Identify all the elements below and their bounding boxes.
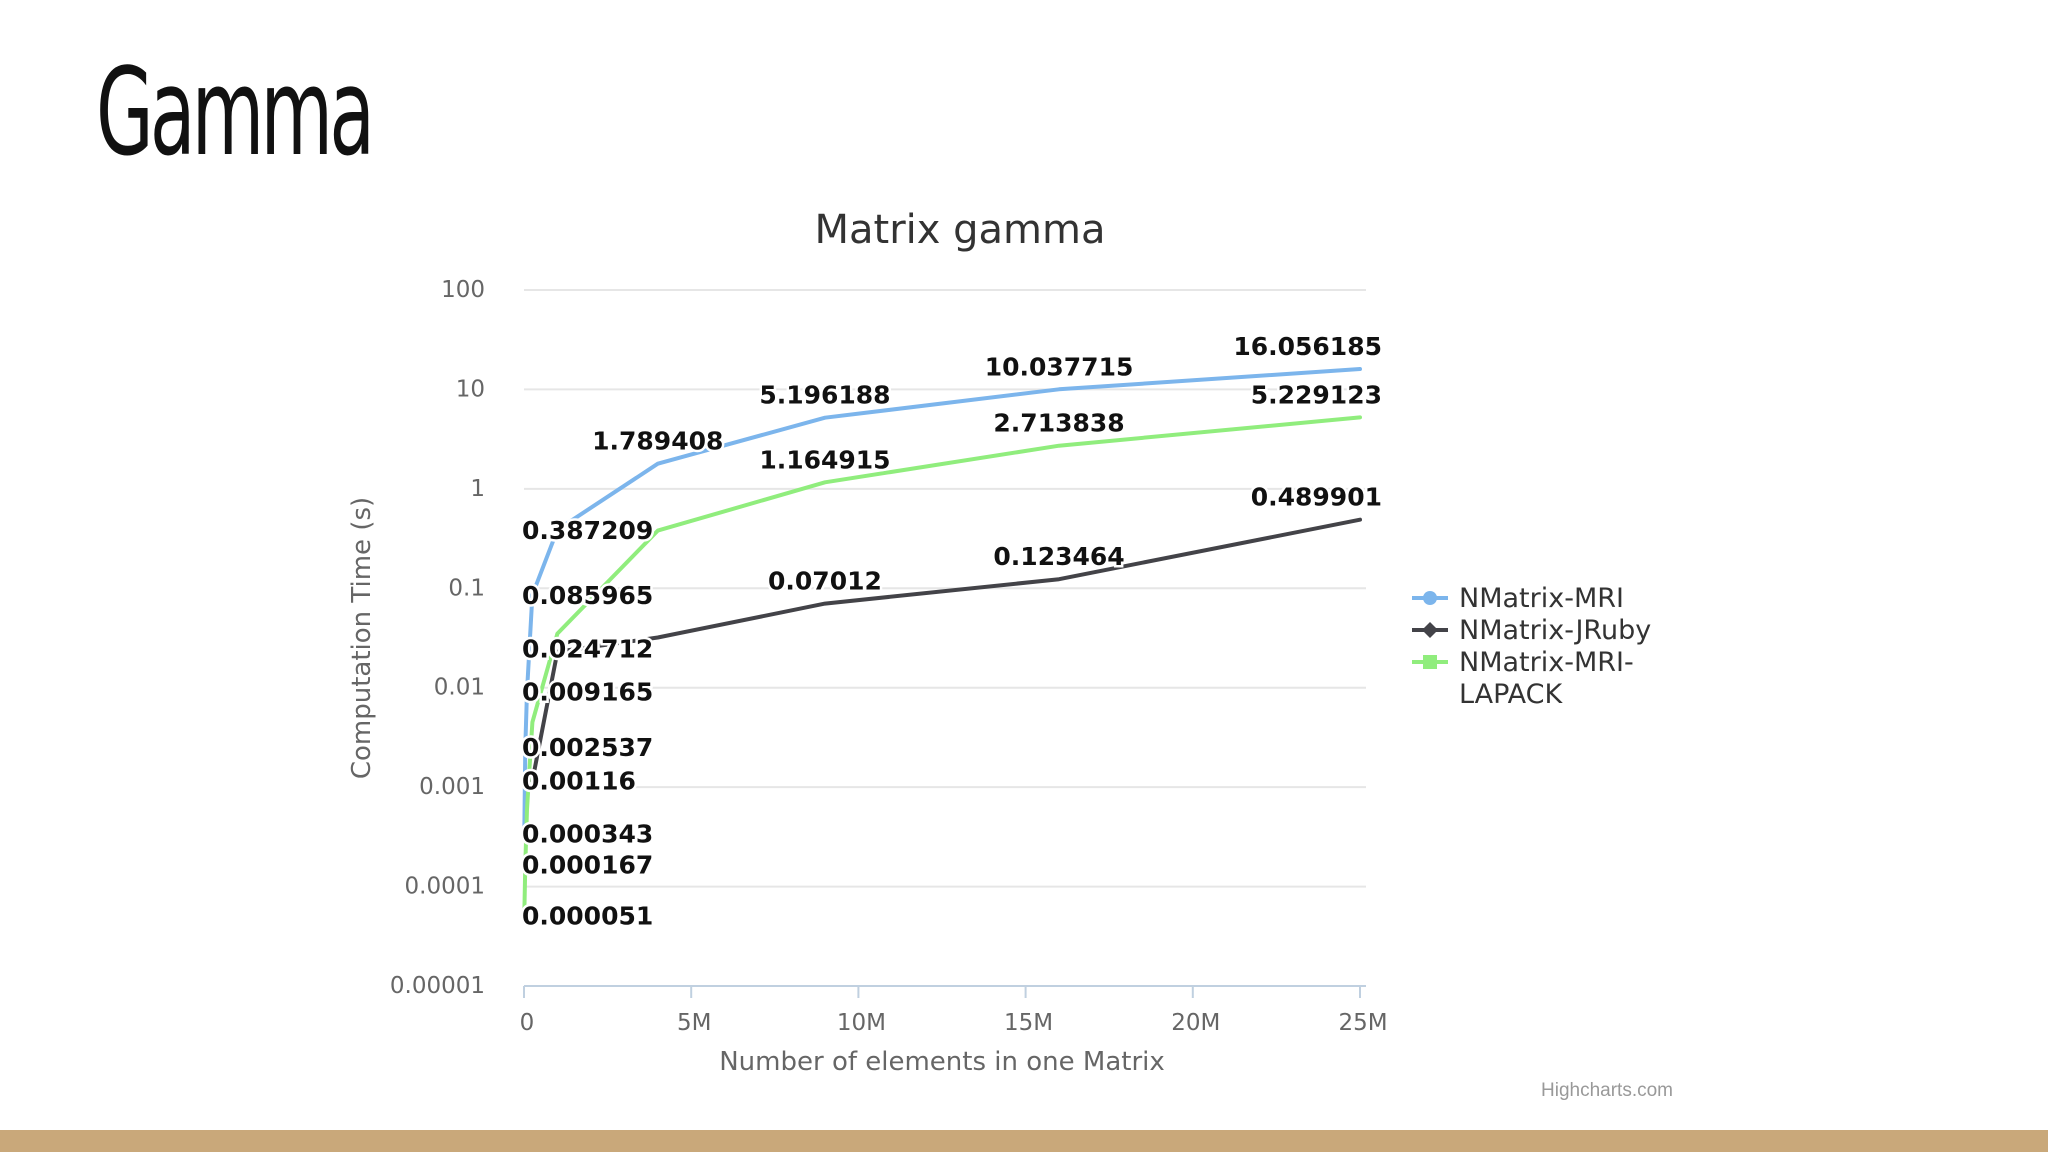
x-tick-label: 15M bbox=[1004, 1010, 1053, 1036]
x-tick-label: 10M bbox=[837, 1010, 886, 1036]
y-axis-title: Computation Time (s) bbox=[347, 497, 377, 779]
x-tick-label: 0 bbox=[520, 1010, 535, 1036]
y-tick-label: 0.01 bbox=[434, 675, 485, 701]
x-tick-label: 5M bbox=[677, 1010, 711, 1036]
y-tick-label: 1 bbox=[470, 476, 485, 502]
footer-bar bbox=[0, 1130, 2048, 1152]
data-label: 0.07012 bbox=[768, 567, 882, 596]
data-label: 0.387209 bbox=[522, 516, 653, 545]
x-tick-label: 25M bbox=[1338, 1010, 1387, 1036]
legend-item-label: NMatrix-MRI- bbox=[1459, 647, 1634, 678]
highcharts-credit[interactable]: Highcharts.com bbox=[1541, 1080, 1673, 1101]
legend-marker-square bbox=[1423, 655, 1437, 669]
chart-title: Matrix gamma bbox=[815, 207, 1106, 253]
data-label: 0.000051 bbox=[522, 902, 653, 931]
x-tick-label: 20M bbox=[1171, 1010, 1220, 1036]
data-label: 1.789408 bbox=[592, 427, 723, 456]
series-line bbox=[530, 517, 1362, 783]
y-tick-label: 0.1 bbox=[448, 575, 485, 601]
data-label: 0.002537 bbox=[522, 733, 653, 762]
y-tick-label: 0.0001 bbox=[405, 874, 485, 900]
data-label: 0.009165 bbox=[522, 677, 653, 706]
data-label: 16.056185 bbox=[1233, 332, 1382, 361]
y-tick-label: 0.00001 bbox=[390, 973, 485, 999]
legend-item-label: NMatrix-MRI bbox=[1459, 583, 1624, 614]
data-label: 0.000343 bbox=[522, 819, 653, 848]
data-label: 0.000167 bbox=[522, 850, 653, 879]
series-line bbox=[522, 415, 1362, 918]
data-label: 0.123464 bbox=[993, 542, 1124, 571]
data-label: 0.024712 bbox=[522, 635, 653, 664]
slide-title: Gamma bbox=[96, 44, 375, 183]
data-label: 5.196188 bbox=[759, 381, 890, 410]
data-label: 1.164915 bbox=[759, 445, 890, 474]
data-label: 0.489901 bbox=[1251, 483, 1382, 512]
legend-marker-circle bbox=[1423, 591, 1437, 605]
data-label: 2.713838 bbox=[993, 409, 1124, 438]
legend-item-label: LAPACK bbox=[1459, 679, 1564, 710]
y-tick-label: 100 bbox=[441, 277, 485, 303]
data-label: 0.085965 bbox=[522, 581, 653, 610]
legend-item-label: NMatrix-JRuby bbox=[1459, 615, 1651, 646]
series-line bbox=[522, 367, 1362, 836]
data-label: 0.00116 bbox=[522, 767, 636, 796]
y-tick-label: 0.001 bbox=[419, 774, 485, 800]
x-axis-title: Number of elements in one Matrix bbox=[719, 1047, 1165, 1077]
data-label: 10.037715 bbox=[985, 352, 1134, 381]
legend-marker-diamond bbox=[1422, 622, 1438, 638]
y-tick-label: 10 bbox=[456, 376, 485, 402]
data-label: 5.229123 bbox=[1251, 380, 1382, 409]
